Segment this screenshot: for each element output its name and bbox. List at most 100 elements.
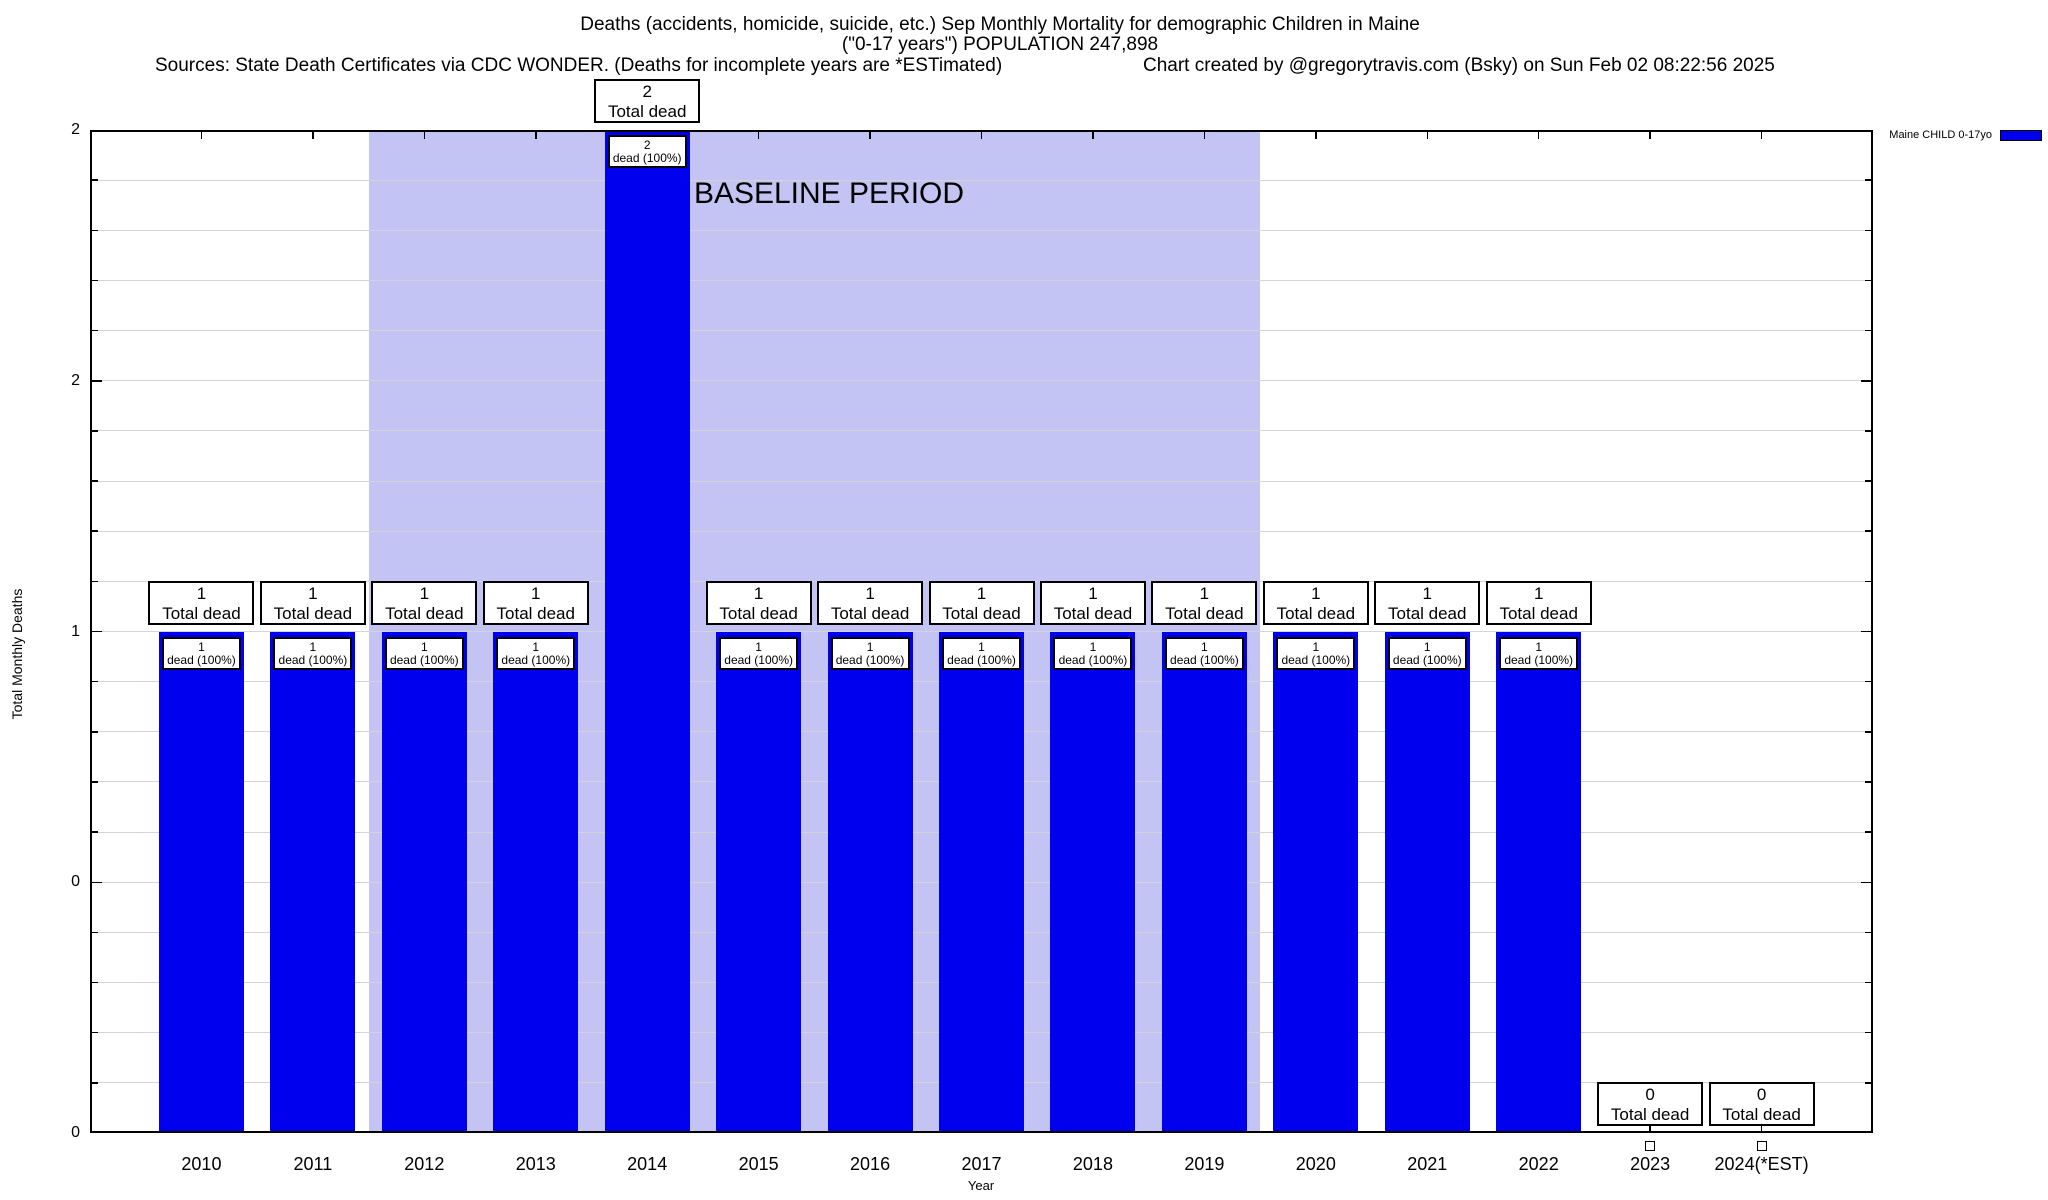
bar-2013 [493, 631, 579, 1133]
bar-inner-label-2021: 1 dead (100%) [1387, 636, 1467, 670]
bar-2014 [604, 130, 690, 1133]
x-axis-tick [1426, 132, 1428, 139]
x-tick-label-2010: 2010 [181, 1154, 222, 1174]
y-axis-tick [1865, 530, 1871, 532]
bar-inner-label-2010: 1 dead (100%) [161, 636, 241, 670]
bar-inner-label-2018: 1 dead (100%) [1053, 636, 1133, 670]
y-axis-tick [1865, 781, 1871, 783]
x-axis-tick [869, 132, 871, 139]
y-axis-tick [92, 831, 98, 833]
x-tick-label-2023: 2023 [1630, 1154, 1671, 1174]
total-dead-label-2012-value: 1 [419, 583, 430, 603]
x-axis-tick [1315, 132, 1317, 139]
x-axis-tick [757, 132, 760, 139]
gridline [92, 480, 1871, 482]
total-dead-label-2021: 1 Total dead [1374, 580, 1481, 625]
total-dead-label-2015-value: 1 [753, 583, 764, 603]
bar-2016 [827, 631, 913, 1133]
total-dead-label-2022: 1 Total dead [1485, 580, 1592, 625]
bar-inner-label-2020-text: dead (100%) [1281, 652, 1351, 667]
baseline-period-label: BASELINE PERIOD [693, 177, 965, 210]
bar-inner-label-2022-value: 1 [1535, 639, 1543, 654]
bar-inner-label-2017-value: 1 [978, 639, 985, 654]
y-axis-tick [92, 931, 98, 934]
y-axis-tick [1865, 981, 1871, 984]
gridline [92, 179, 1871, 181]
bar-inner-label-2010-text: dead (100%) [167, 652, 236, 667]
x-axis-tick [423, 132, 426, 139]
x-tick-label-2015: 2015 [738, 1154, 779, 1174]
chart-subtitle: ("0-17 years") POPULATION 247,898 [841, 34, 1159, 55]
legend-label: Maine CHILD 0-17yo [1889, 129, 1992, 141]
y-axis-tick [1861, 630, 1871, 633]
bar-inner-label-2019-text: dead (100%) [1170, 652, 1239, 667]
y-axis-tick [1865, 329, 1871, 332]
x-tick-label-2020: 2020 [1295, 1154, 1336, 1174]
bar-inner-label-2011: 1 dead (100%) [273, 636, 353, 670]
y-axis-tick [92, 480, 98, 482]
bar-inner-label-2016-value: 1 [866, 639, 874, 654]
total-dead-label-2010-value: 1 [196, 583, 207, 603]
bar-2019 [1161, 631, 1247, 1133]
bar-inner-label-2011-value: 1 [309, 639, 317, 654]
total-dead-label-2020: 1 Total dead [1262, 580, 1369, 625]
x-tick-label-2014: 2014 [627, 1154, 668, 1174]
total-dead-label-2022-value: 1 [1533, 583, 1544, 603]
y-axis-tick [92, 731, 98, 733]
y-axis-tick [92, 781, 98, 783]
total-dead-label-2020-value: 1 [1311, 583, 1321, 603]
total-dead-label-2023-value: 0 [1645, 1085, 1655, 1104]
est-marker [1645, 1141, 1656, 1151]
x-tick-label-2011: 2011 [293, 1154, 333, 1174]
bar-inner-label-2019: 1 dead (100%) [1164, 636, 1244, 670]
x-axis-tick [1649, 1121, 1651, 1131]
total-dead-label-2019-text: Total dead [1165, 603, 1244, 623]
y-axis-tick [92, 229, 98, 232]
bar-inner-label-2018-text: dead (100%) [1058, 652, 1128, 667]
gridline [92, 229, 1871, 231]
bar-inner-label-2016-text: dead (100%) [835, 652, 905, 667]
x-tick-label-2021: 2021 [1407, 1154, 1448, 1174]
total-dead-label-2021-value: 1 [1422, 583, 1432, 603]
bar-inner-label-2017-text: dead (100%) [947, 652, 1016, 667]
y-axis-tick [1865, 580, 1871, 583]
y-axis-tick [92, 179, 98, 181]
total-dead-label-2015-text: Total dead [719, 603, 798, 623]
x-tick-label-2022: 2022 [1518, 1154, 1559, 1174]
gridline [92, 530, 1871, 532]
bar-inner-label-2020-value: 1 [1312, 639, 1320, 654]
y-tick-label: 2 [71, 371, 80, 389]
total-dead-label-2018: 1 Total dead [1039, 580, 1146, 625]
total-dead-label-2011-value: 1 [308, 583, 318, 603]
y-axis-tick [92, 530, 98, 532]
y-tick-label: 1 [71, 622, 80, 640]
total-dead-label-2020-text: Total dead [1276, 603, 1356, 623]
x-axis-tick [980, 132, 983, 139]
total-dead-label-2019-value: 1 [1199, 583, 1210, 603]
total-dead-label-2011: 1 Total dead [259, 580, 366, 625]
y-axis-tick [1865, 731, 1871, 733]
total-dead-label-2013-text: Total dead [496, 603, 575, 623]
x-axis-tick [1760, 1121, 1763, 1131]
y-tick-label: 2 [71, 121, 80, 138]
total-dead-label-2014: 2 Total dead [594, 79, 701, 123]
y-axis-tick [1865, 831, 1871, 833]
bar-inner-label-2021-text: dead (100%) [1392, 652, 1462, 667]
bar-inner-label-2016: 1 dead (100%) [830, 636, 910, 670]
bar-2011 [270, 631, 356, 1133]
total-dead-label-2017-value: 1 [976, 583, 987, 603]
credit-note: Chart created by @gregorytravis.com (Bsk… [1143, 55, 1775, 76]
plot-frame [90, 130, 1873, 1133]
y-axis-tick [92, 1031, 98, 1034]
y-axis-tick [92, 380, 102, 382]
y-axis-tick [92, 630, 102, 633]
bar-2010 [158, 631, 244, 1133]
x-axis-tick [200, 132, 203, 139]
legend-swatch [2000, 129, 2042, 141]
bar-2020 [1273, 631, 1359, 1133]
bar-inner-label-2015-value: 1 [755, 639, 762, 654]
bar-inner-label-2010-value: 1 [198, 639, 205, 654]
y-axis-tick [92, 881, 102, 883]
total-dead-label-2016-value: 1 [865, 583, 875, 603]
